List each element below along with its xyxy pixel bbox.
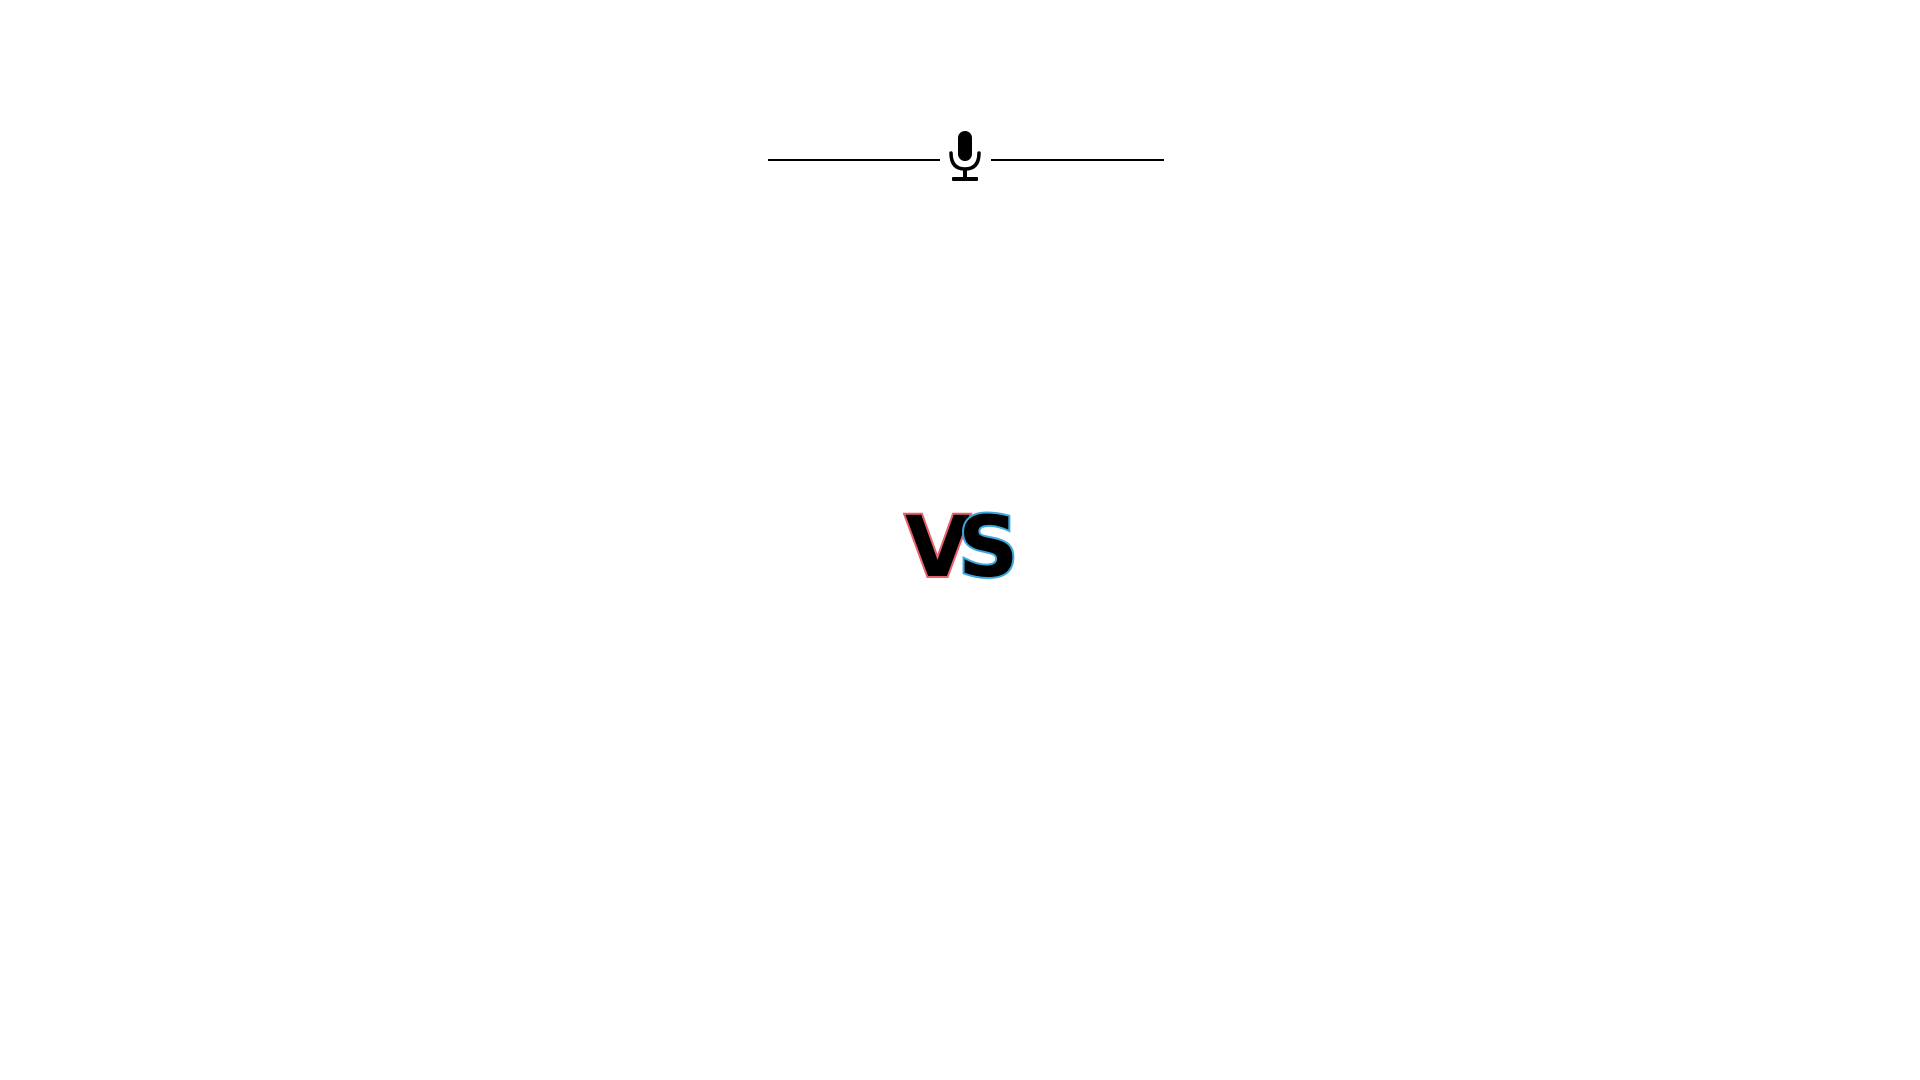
microphone-icon[interactable] [947, 131, 983, 183]
vs-letter-v: V [905, 498, 970, 588]
vs-graphic: V S [903, 498, 1021, 588]
divider-line-right [991, 159, 1164, 161]
vs-letter-s: S [958, 498, 1019, 588]
vs-badge: V S [903, 498, 1023, 588]
microphone-header [768, 128, 1164, 184]
divider-line-left [768, 159, 940, 161]
